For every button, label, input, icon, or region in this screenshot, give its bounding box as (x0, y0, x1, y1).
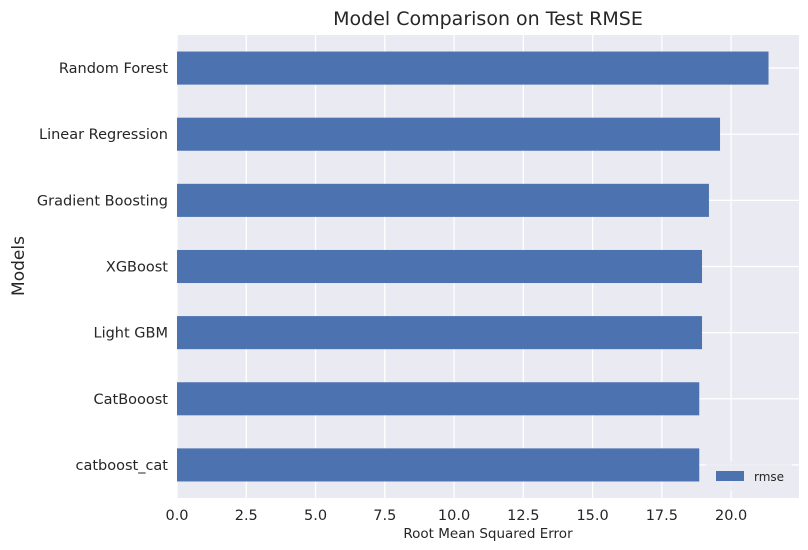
x-tick-label: 0.0 (165, 508, 188, 524)
legend: rmse (706, 461, 792, 491)
bar (177, 249, 703, 284)
x-tick-label: 15.0 (576, 508, 608, 524)
x-tick-label: 17.5 (646, 508, 678, 524)
x-tick-label: 10.0 (438, 508, 470, 524)
y-tick-label: Light GBM (94, 326, 169, 342)
legend-label: rmse (754, 470, 784, 484)
x-tick-label: 20.0 (715, 508, 747, 524)
bars (177, 51, 769, 482)
y-tick-label: catboost_cat (75, 458, 168, 474)
legend-swatch (716, 471, 744, 481)
x-tick-label: 5.0 (304, 508, 327, 524)
bar (177, 316, 703, 350)
bar (177, 183, 709, 217)
x-tick-label: 7.5 (373, 508, 396, 524)
x-tick-label: 12.5 (507, 508, 539, 524)
legend-box (706, 461, 792, 491)
y-tick-label: Linear Regression (39, 127, 168, 143)
y-tick-label: XGBoost (106, 260, 168, 276)
x-tick-labels: 0.0 2.5 5.0 7.5 10.0 12.5 15.0 17.5 20.0 (165, 508, 747, 524)
y-tick-labels: catboost_cat CatBooost Light GBM XGBoost Gra… (37, 61, 168, 474)
x-axis-label: Root Mean Squared Error (403, 526, 573, 542)
bar (177, 117, 721, 151)
bar (177, 448, 700, 482)
bar (177, 51, 769, 85)
chart-title: Model Comparison on Test RMSE (333, 8, 643, 30)
y-tick-label: Random Forest (59, 61, 168, 77)
y-tick-label: Gradient Boosting (37, 193, 168, 209)
bar (177, 382, 700, 416)
y-tick-label: CatBooost (94, 392, 169, 408)
y-axis-label: Models (9, 236, 29, 296)
x-tick-label: 2.5 (235, 508, 258, 524)
